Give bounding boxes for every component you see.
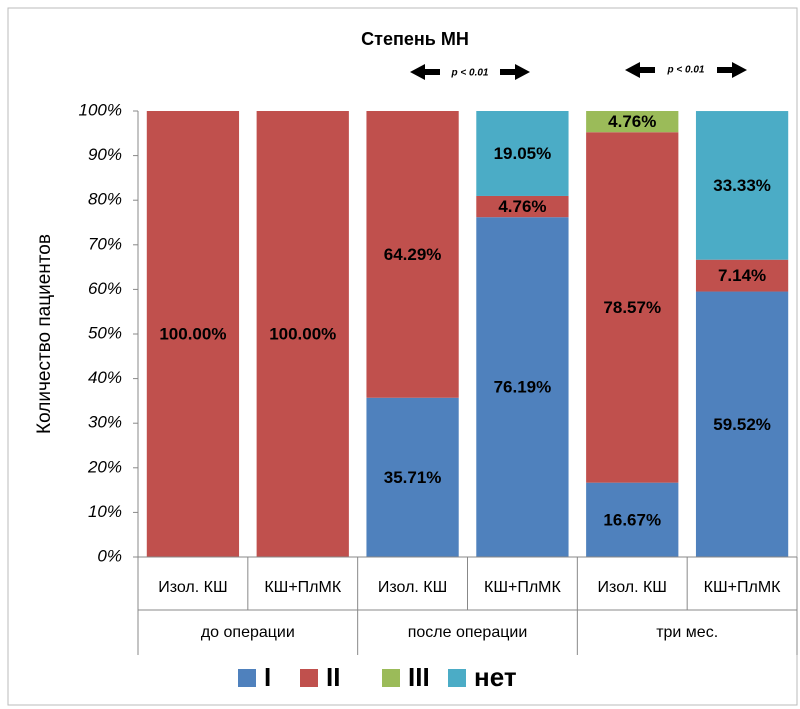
x-tick-label: КШ+ПлМК: [704, 579, 781, 596]
bar-segment: [695, 291, 789, 557]
value-label: 19.05%: [494, 144, 552, 163]
bar-segment: [586, 482, 679, 557]
value-label: 4.76%: [608, 112, 656, 131]
y-tick-label: 0%: [97, 546, 122, 565]
x-tick-label: Изол. КШ: [158, 579, 227, 596]
legend-swatch: [382, 669, 400, 687]
value-label: 33.33%: [713, 176, 771, 195]
legend-label: I: [264, 662, 271, 692]
value-label: 35.71%: [384, 468, 442, 487]
group-label: до операции: [201, 624, 295, 641]
y-tick-label: 60%: [88, 279, 122, 298]
x-tick-label: КШ+ПлМК: [264, 579, 341, 596]
bar-segment: [476, 217, 569, 557]
value-label: 76.19%: [494, 378, 552, 397]
value-label: 64.29%: [384, 245, 442, 264]
legend-swatch: [448, 669, 466, 687]
value-label: 4.76%: [498, 197, 546, 216]
y-tick-label: 80%: [88, 190, 122, 209]
legend-label: III: [408, 662, 430, 692]
bar-segment: [586, 132, 679, 483]
annotation: p < 0.01: [667, 65, 705, 76]
bar-segment: [256, 111, 349, 557]
x-tick-label: Изол. КШ: [378, 579, 447, 596]
y-tick-label: 50%: [88, 323, 122, 342]
legend-swatch: [300, 669, 318, 687]
y-tick-label: 40%: [88, 368, 122, 387]
bar-segment: [366, 397, 459, 557]
legend-label: II: [326, 662, 340, 692]
y-tick-label: 100%: [79, 100, 122, 119]
x-tick-label: КШ+ПлМК: [484, 579, 561, 596]
y-axis-label: Количество пациентов: [34, 234, 55, 434]
y-tick-label: 20%: [87, 457, 122, 476]
bar-segment: [146, 111, 240, 557]
bar-segment: [695, 111, 789, 260]
legend-label: нет: [474, 662, 517, 692]
bar-segment: [366, 111, 459, 398]
value-label: 16.67%: [603, 510, 661, 529]
bar-segment: [476, 111, 569, 196]
group-label: три мес.: [656, 624, 718, 641]
group-label: после операции: [408, 624, 528, 641]
value-label: 78.57%: [603, 298, 661, 317]
chart-title: Степень МН: [361, 29, 469, 49]
y-tick-label: 70%: [88, 234, 122, 253]
value-label: 100.00%: [269, 324, 336, 343]
bar-segment: [476, 195, 569, 218]
value-label: 100.00%: [159, 324, 226, 343]
value-label: 59.52%: [713, 415, 771, 434]
annotation-arrows: [410, 62, 747, 80]
annotation: p < 0.01: [451, 68, 489, 79]
y-tick-label: 10%: [88, 502, 122, 521]
legend-swatch: [238, 669, 256, 687]
bar-segment: [695, 259, 789, 292]
bar-segment: [586, 111, 679, 133]
value-label: 7.14%: [718, 266, 766, 285]
y-tick-label: 30%: [88, 413, 122, 432]
y-tick-label: 90%: [88, 145, 122, 164]
x-tick-label: Изол. КШ: [598, 579, 667, 596]
